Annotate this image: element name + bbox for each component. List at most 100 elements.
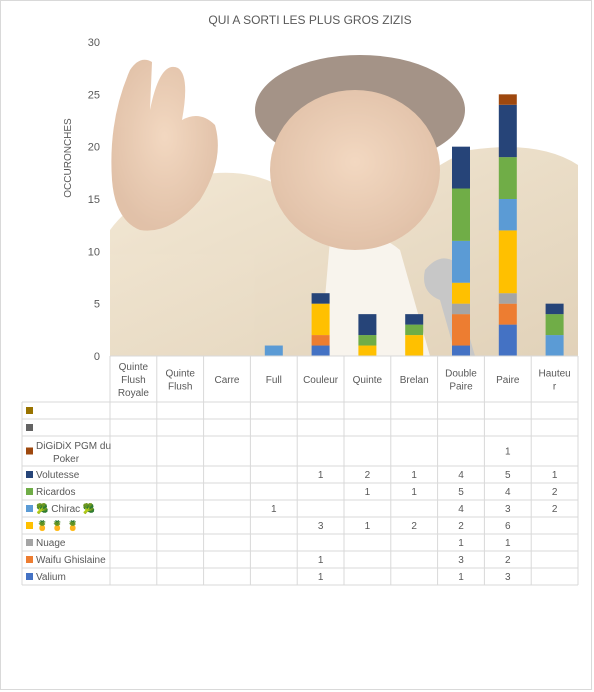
category-label: Quinte — [119, 362, 149, 373]
series-label: Waifu Ghislaine — [36, 555, 106, 566]
bar-segment — [405, 324, 424, 336]
table-cell-value: 1 — [271, 504, 277, 515]
table-cell-value: 1 — [318, 470, 324, 481]
chart-title: QUI A SORTI LES PLUS GROS ZIZIS — [208, 13, 411, 27]
y-tick-label: 10 — [88, 246, 100, 258]
bar-segment — [452, 314, 470, 346]
bar-segment — [452, 303, 470, 315]
y-tick-label: 25 — [88, 89, 100, 101]
category-label: Hauteu — [538, 369, 570, 380]
y-tick-label: 0 — [94, 351, 100, 363]
table-cell-value: 3 — [505, 572, 511, 583]
table-cell-value: 2 — [505, 555, 511, 566]
legend-key — [26, 573, 33, 580]
bar-segment — [498, 157, 517, 199]
bar-segment — [545, 335, 564, 356]
bar-segment — [452, 240, 470, 283]
bar-segment — [452, 188, 470, 241]
table-cell-value: 1 — [552, 470, 558, 481]
bar-segment — [498, 104, 517, 158]
table-cell-value: 1 — [505, 538, 511, 549]
table-cell-value: 4 — [458, 470, 464, 481]
bar-segment — [498, 230, 517, 294]
table-cell-value: 1 — [411, 470, 417, 481]
table-cell-value: 6 — [505, 521, 511, 532]
bar-segment — [311, 335, 330, 346]
bar-segment — [498, 303, 517, 325]
bar-segment — [405, 335, 424, 356]
category-label: Couleur — [303, 375, 339, 386]
legend-key — [26, 488, 33, 495]
category-label: Carre — [214, 375, 239, 386]
series-label: 🥦 Chirac 🥦 — [36, 502, 95, 515]
category-label: Double — [445, 369, 477, 380]
table-cell-value: 1 — [458, 538, 464, 549]
table-cell-value: 2 — [552, 504, 558, 515]
table-cell-value: 1 — [505, 447, 511, 458]
photo-shirt — [320, 234, 430, 356]
bars — [264, 94, 564, 356]
bar-segment — [452, 345, 470, 356]
series-label: 🍍 🍍 🍍 — [36, 519, 79, 532]
bar-segment — [545, 303, 564, 315]
table-cell-value: 2 — [552, 487, 558, 498]
table-cell-value: 2 — [411, 521, 417, 532]
y-tick-label: 15 — [88, 194, 100, 206]
series-label: Valium — [36, 572, 66, 583]
table-cell-value: 1 — [458, 572, 464, 583]
table-cell-value: 3 — [318, 521, 324, 532]
y-tick-label: 30 — [88, 37, 100, 49]
y-tick-label: 20 — [88, 142, 100, 154]
bar-segment — [452, 282, 470, 304]
series-label: Ricardos — [36, 487, 75, 498]
legend-key — [26, 539, 33, 546]
category-label: r — [553, 382, 557, 393]
bar-segment — [264, 345, 283, 356]
legend-key — [26, 471, 33, 478]
photo-hand — [111, 59, 218, 231]
bar-segment — [311, 293, 330, 304]
category-label: Flush — [168, 382, 192, 393]
table-cell-value: 2 — [365, 470, 371, 481]
bar-segment — [545, 314, 564, 336]
category-label: Quinte — [165, 369, 195, 380]
table-cell-value: 3 — [505, 504, 511, 515]
legend-key — [26, 447, 33, 455]
bar-segment — [498, 94, 517, 105]
y-tick-label: 5 — [94, 299, 100, 311]
bar-segment — [311, 303, 330, 336]
table-cell-value: 4 — [458, 504, 464, 515]
bar-segment — [498, 293, 517, 304]
y-axis-label: OCCURONCHES — [63, 118, 74, 198]
category-label: Paire — [496, 375, 520, 386]
legend-key — [26, 522, 33, 529]
category-label: Brelan — [400, 375, 429, 386]
series-label: Poker — [53, 454, 80, 465]
series-label: Volutesse — [36, 470, 80, 481]
legend-key — [26, 424, 33, 431]
table-cell-value: 1 — [318, 555, 324, 566]
table-cell-value: 4 — [505, 487, 511, 498]
table-cell-value: 5 — [458, 487, 464, 498]
table-cell-value: 1 — [411, 487, 417, 498]
category-label: Full — [266, 375, 282, 386]
series-label: DiGiDiX PGM du — [36, 441, 111, 452]
category-label: Paire — [449, 382, 473, 393]
legend-key — [26, 407, 33, 414]
bar-segment — [311, 345, 330, 356]
y-axis: 0 5 10 15 20 25 30 — [88, 37, 100, 363]
table-cell-value: 1 — [365, 521, 371, 532]
bar-segment — [358, 314, 377, 336]
bar-segment — [498, 324, 517, 356]
category-label: Flush — [121, 375, 145, 386]
bar-segment — [452, 146, 470, 189]
table-cell-value: 5 — [505, 470, 511, 481]
bar-segment — [498, 199, 517, 231]
series-label: Nuage — [36, 538, 66, 549]
bar-segment — [358, 335, 377, 346]
table-cell-value: 1 — [365, 487, 371, 498]
legend-key — [26, 505, 33, 512]
data-table: Quinte Flush Royale Quinte Flush Carre Full Cou… — [21, 355, 579, 586]
